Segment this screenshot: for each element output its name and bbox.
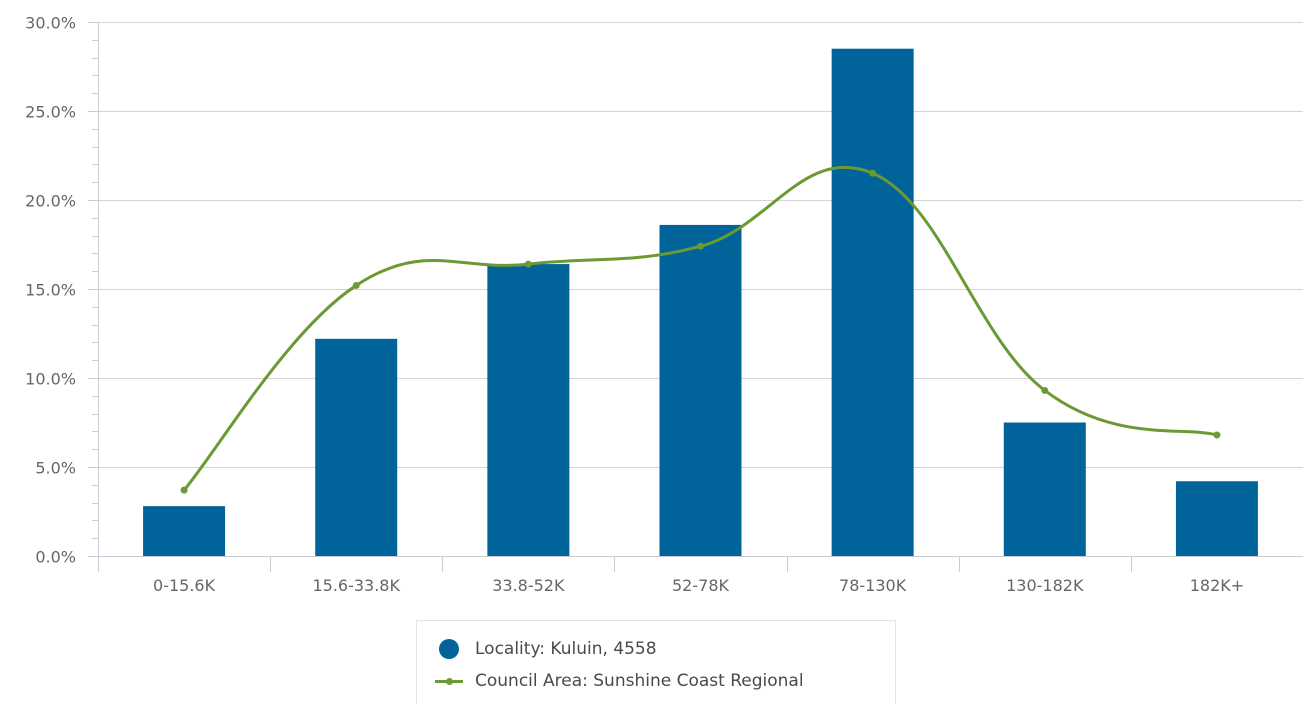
x-axis: 0-15.6K 15.6-33.8K 33.8-52K 52-78K 78-130K 13… xyxy=(98,556,1303,595)
x-tick-label: 182K+ xyxy=(1190,576,1244,595)
y-tick-label: 20.0% xyxy=(25,192,76,211)
x-tick-label: 0-15.6K xyxy=(153,576,216,595)
x-tick-label: 33.8-52K xyxy=(492,576,565,595)
line-point[interactable] xyxy=(352,281,360,289)
x-tick-label: 52-78K xyxy=(672,576,729,595)
line-series xyxy=(180,165,1221,494)
y-tick-label: 5.0% xyxy=(35,459,76,478)
y-tick-label: 10.0% xyxy=(25,370,76,389)
chart-plot: 0.0% 5.0% 10.0% 15.0% 20.0% 25.0% 30.0% 0-15.6… xyxy=(25,14,1303,595)
legend-item-locality[interactable]: Locality: Kuluin, 4558 xyxy=(435,637,657,661)
x-tick-label: 78-130K xyxy=(839,576,907,595)
legend-line-marker xyxy=(446,678,453,685)
bar[interactable] xyxy=(1003,422,1086,557)
legend-label-locality: Locality: Kuluin, 4558 xyxy=(475,639,657,659)
bar[interactable] xyxy=(487,264,570,556)
bar[interactable] xyxy=(1175,481,1258,556)
bar-series xyxy=(143,48,1258,557)
bar[interactable] xyxy=(315,338,398,556)
line-point[interactable] xyxy=(180,486,188,494)
legend-circle-icon xyxy=(439,639,459,659)
line-point[interactable] xyxy=(1041,386,1049,394)
y-tick-label: 15.0% xyxy=(25,281,76,300)
legend-line-icon xyxy=(435,671,463,691)
x-tick-label: 15.6-33.8K xyxy=(312,576,400,595)
line-point[interactable] xyxy=(524,260,532,268)
line-point[interactable] xyxy=(1213,431,1221,439)
legend: Locality: Kuluin, 4558 Council Area: Sun… xyxy=(416,620,896,704)
line-point[interactable] xyxy=(869,169,877,177)
y-axis: 0.0% 5.0% 10.0% 15.0% 20.0% 25.0% 30.0% xyxy=(25,14,99,567)
legend-item-council[interactable]: Council Area: Sunshine Coast Regional xyxy=(435,669,804,693)
bar[interactable] xyxy=(659,224,742,557)
y-tick-label: 0.0% xyxy=(35,548,76,567)
bar[interactable] xyxy=(143,506,226,556)
y-tick-label: 30.0% xyxy=(25,14,76,33)
legend-label-council: Council Area: Sunshine Coast Regional xyxy=(475,671,804,691)
x-tick-label: 130-182K xyxy=(1006,576,1084,595)
line-point[interactable] xyxy=(697,242,704,250)
bar[interactable] xyxy=(831,48,914,556)
y-tick-label: 25.0% xyxy=(25,103,76,122)
